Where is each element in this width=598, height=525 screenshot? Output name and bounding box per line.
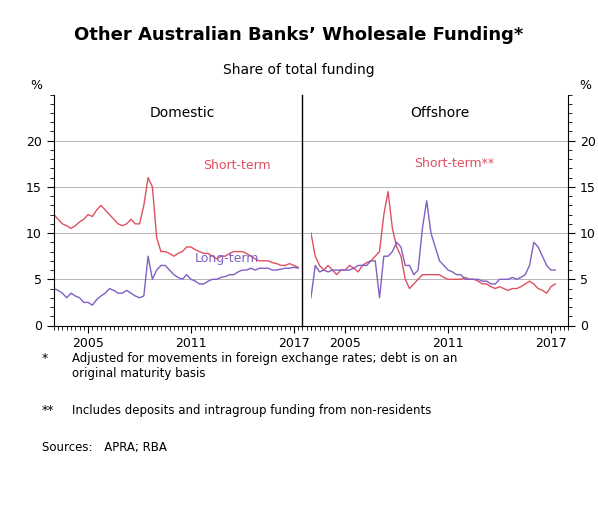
Text: Includes deposits and intragroup funding from non-residents: Includes deposits and intragroup funding… bbox=[72, 404, 431, 417]
Text: Short-term**: Short-term** bbox=[414, 157, 494, 170]
Text: **: ** bbox=[42, 404, 54, 417]
Text: %: % bbox=[579, 79, 591, 92]
Text: Adjusted for movements in foreign exchange rates; debt is on an
original maturit: Adjusted for movements in foreign exchan… bbox=[72, 352, 457, 380]
Text: Share of total funding: Share of total funding bbox=[223, 63, 375, 77]
Text: Domestic: Domestic bbox=[150, 106, 215, 120]
Text: *: * bbox=[42, 352, 48, 365]
Text: Short-term: Short-term bbox=[203, 159, 270, 172]
Text: Long-term: Long-term bbox=[196, 251, 260, 265]
Text: Sources: APRA; RBA: Sources: APRA; RBA bbox=[42, 441, 167, 454]
Text: Other Australian Banks’ Wholesale Funding*: Other Australian Banks’ Wholesale Fundin… bbox=[74, 26, 524, 44]
Text: Offshore: Offshore bbox=[410, 106, 469, 120]
Text: %: % bbox=[30, 79, 42, 92]
